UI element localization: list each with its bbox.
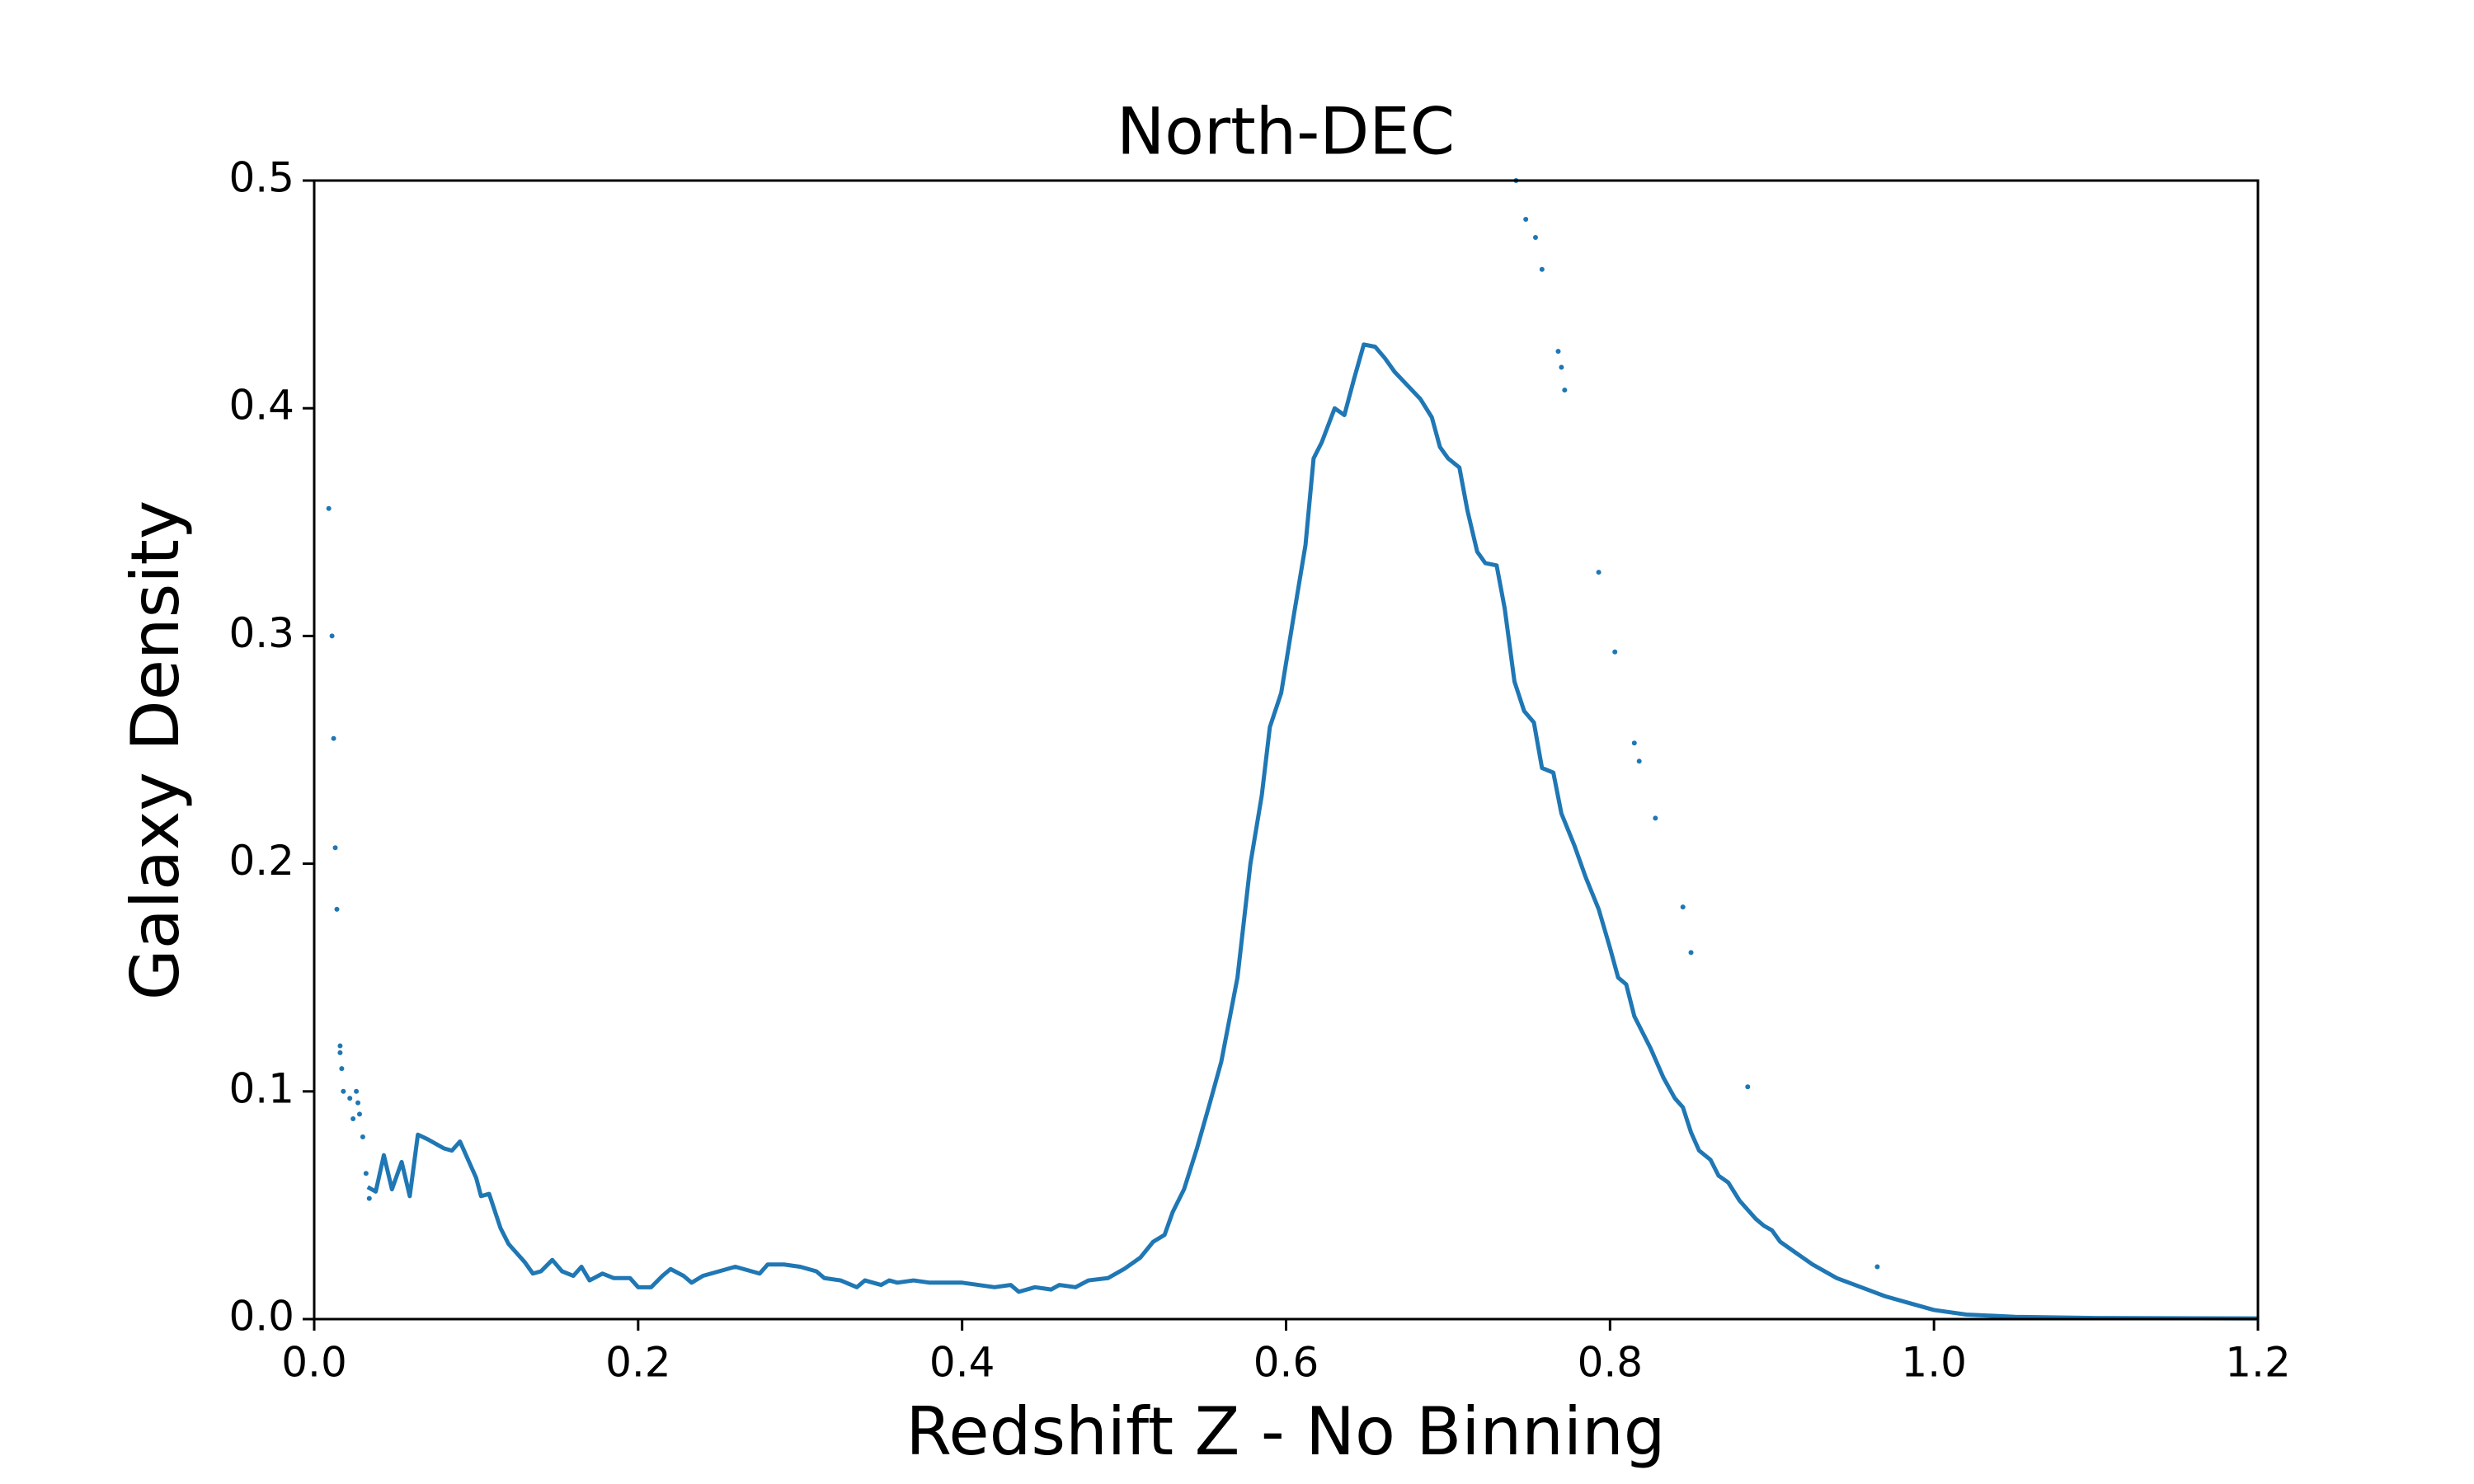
x-tick-label: 0.8 — [1578, 1339, 1644, 1387]
data-point — [1555, 349, 1561, 355]
data-point — [337, 1043, 343, 1049]
data-point — [366, 1195, 372, 1201]
data-point — [350, 1115, 356, 1121]
data-point — [354, 1088, 360, 1094]
data-point — [1532, 235, 1538, 241]
data-point — [1523, 216, 1529, 222]
plot-frame — [313, 179, 2260, 1321]
data-point — [355, 1100, 361, 1106]
y-tick-label: 0.4 — [228, 382, 294, 430]
data-point — [1539, 266, 1545, 272]
x-axis-label: Redshift Z - No Binning — [905, 1393, 1665, 1470]
data-point — [332, 845, 338, 851]
data-point — [1562, 387, 1568, 393]
data-point — [329, 633, 335, 639]
data-line — [366, 342, 2259, 1321]
data-point — [334, 906, 340, 912]
data-point — [341, 1088, 346, 1094]
data-point — [1636, 758, 1642, 764]
x-tick-label: 0.6 — [1253, 1339, 1319, 1387]
y-tick-label: 0.3 — [228, 609, 294, 657]
data-point — [1631, 740, 1637, 746]
data-point — [337, 1050, 343, 1055]
data-point — [326, 505, 332, 511]
data-point — [339, 1066, 345, 1072]
y-tick-label: 0.5 — [228, 154, 294, 202]
y-tick-label: 0.1 — [228, 1064, 294, 1112]
data-point — [363, 1171, 369, 1176]
data-point — [1874, 1264, 1880, 1270]
data-point — [356, 1111, 362, 1117]
data-point — [331, 735, 336, 741]
x-tick-label: 0.0 — [281, 1339, 347, 1387]
x-tick-label: 1.0 — [1901, 1339, 1967, 1387]
data-point — [1653, 815, 1658, 821]
x-tick-label: 1.2 — [2225, 1339, 2291, 1387]
data-point — [1745, 1084, 1751, 1090]
data-point — [1680, 904, 1686, 910]
y-tick-label: 0.2 — [228, 837, 294, 885]
y-axis-label: Galaxy Density — [117, 500, 194, 1001]
data-point — [1612, 649, 1618, 655]
data-point — [1559, 364, 1564, 370]
data-point — [1688, 950, 1694, 956]
y-tick-label: 0.0 — [228, 1293, 294, 1341]
x-tick-label: 0.2 — [605, 1339, 671, 1387]
x-tick-label: 0.4 — [929, 1339, 995, 1387]
chart-title: North-DEC — [1117, 95, 1455, 169]
data-point — [360, 1134, 365, 1140]
data-point — [347, 1096, 353, 1101]
data-point — [1596, 570, 1602, 575]
